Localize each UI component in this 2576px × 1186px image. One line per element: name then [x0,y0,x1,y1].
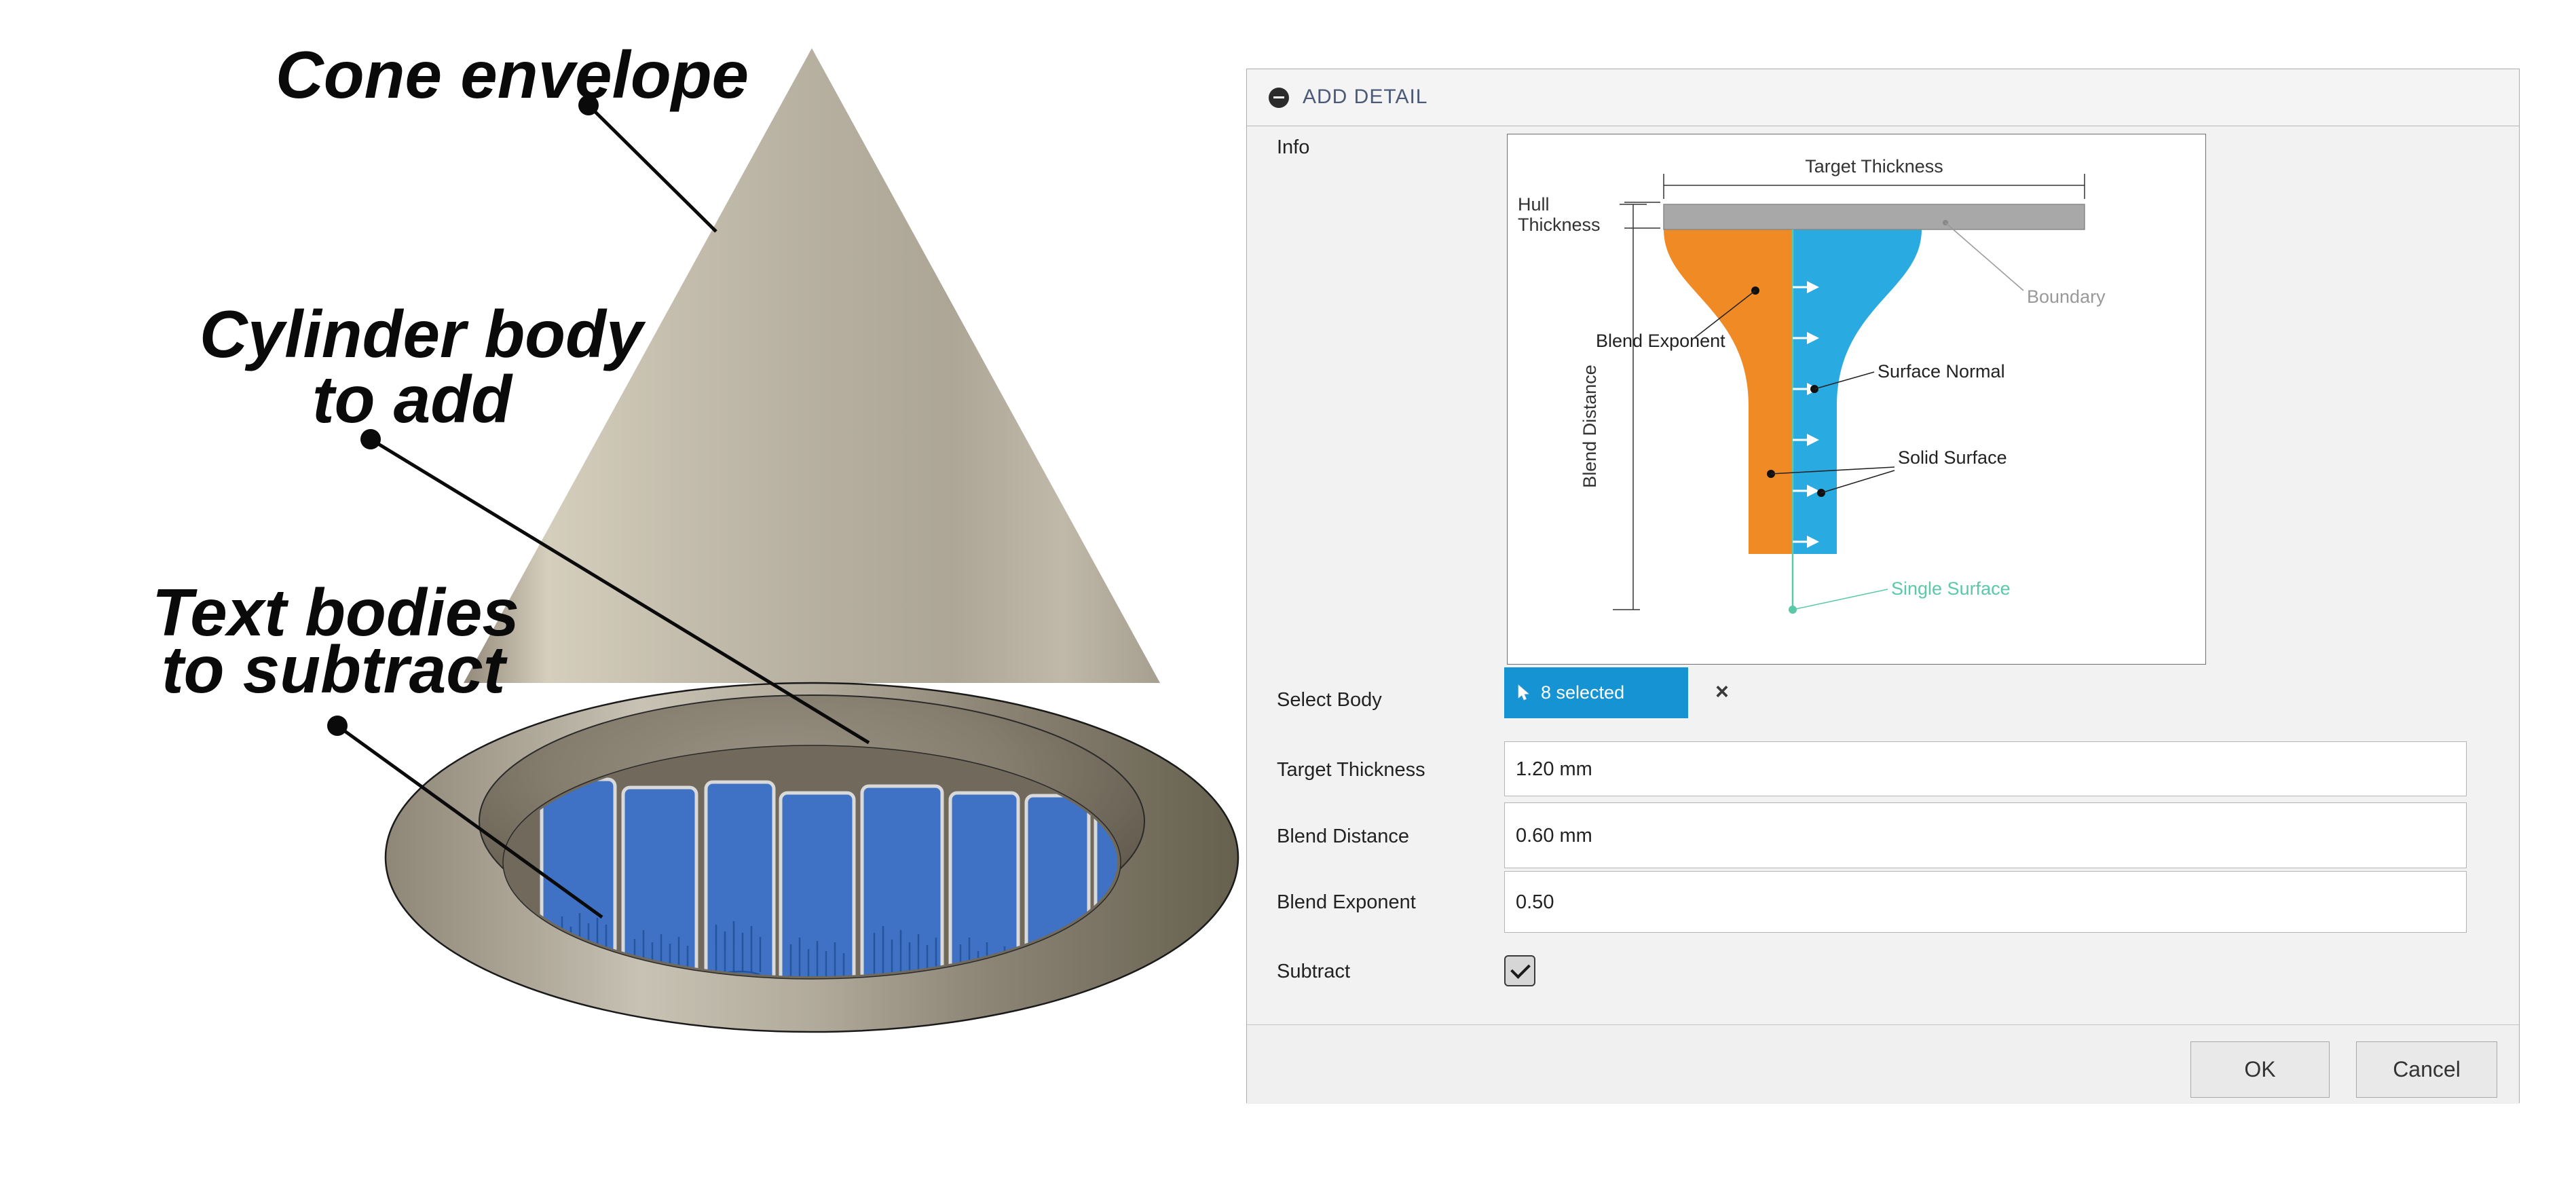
svg-text:to add: to add [312,362,513,437]
svg-text:Thickness: Thickness [1518,215,1601,235]
svg-text:to subtract: to subtract [162,632,508,707]
svg-text:Boundary: Boundary [2027,286,2106,307]
svg-text:Surface Normal: Surface Normal [1878,361,2005,382]
svg-text:Blend Exponent: Blend Exponent [1596,331,1725,351]
svg-text:Hull: Hull [1518,194,1550,215]
svg-text:Blend Distance: Blend Distance [1580,365,1600,488]
svg-text:Cone envelope: Cone envelope [276,37,749,112]
svg-text:Target Thickness: Target Thickness [1805,156,1943,177]
svg-text:Cylinder body: Cylinder body [200,297,646,371]
svg-text:Solid Surface: Solid Surface [1898,447,2007,468]
svg-text:Single Surface: Single Surface [1891,578,2011,599]
